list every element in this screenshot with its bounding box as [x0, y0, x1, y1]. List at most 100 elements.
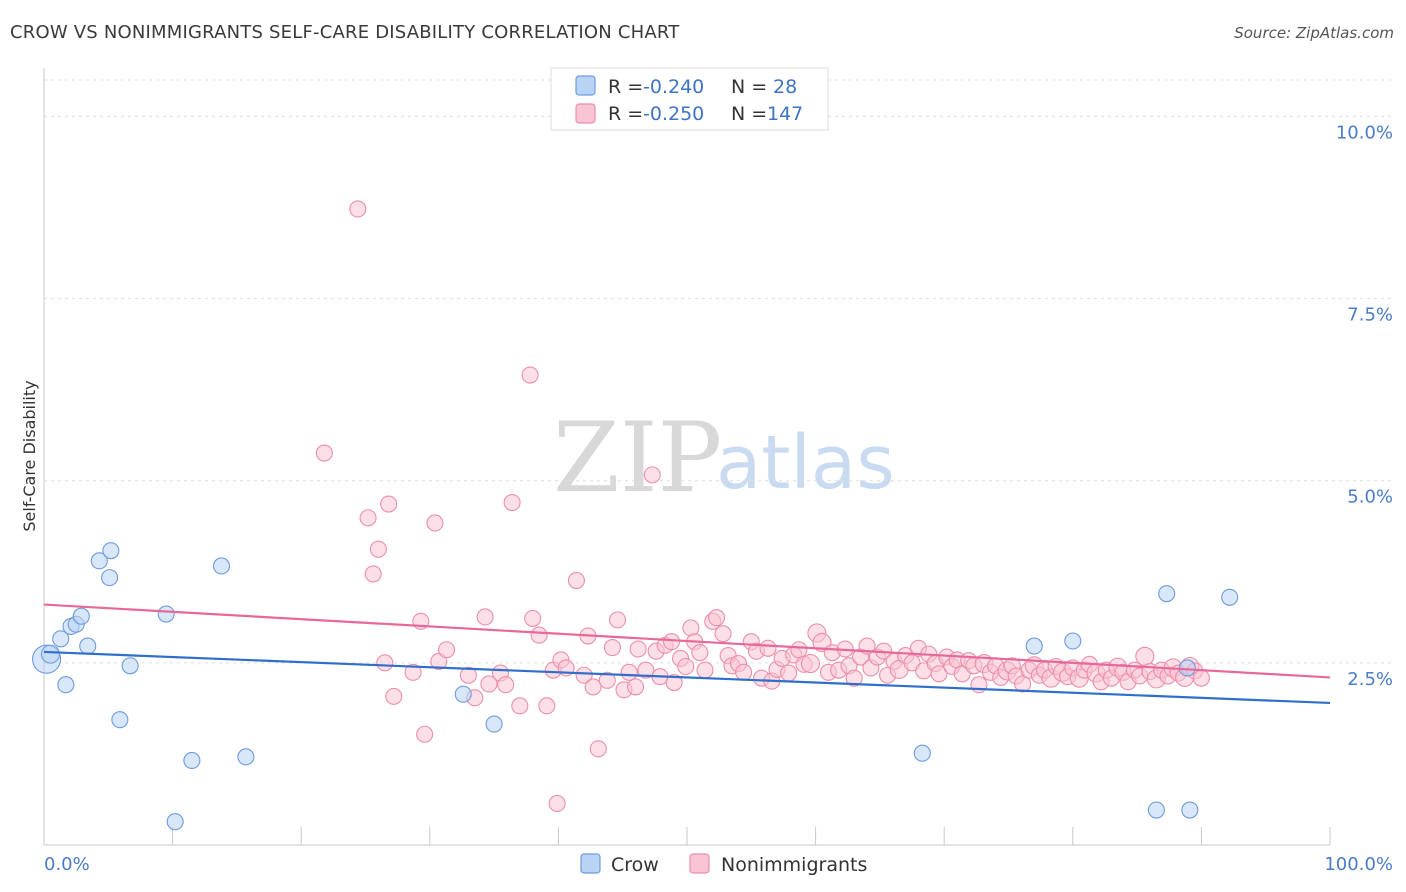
crow-point-2 [52, 630, 70, 648]
crow-point-23 [1147, 801, 1165, 819]
gridlines [44, 79, 1394, 664]
watermark-zip: ZIP [553, 402, 722, 514]
watermark-atlas: atlas [716, 420, 895, 506]
nonimmigrants-point-34 [589, 740, 607, 758]
nonimmigrants-point-17 [480, 675, 498, 693]
crow-point-7 [79, 637, 97, 655]
nonimmigrants-point-91 [903, 654, 921, 672]
nonimmigrants-point-71 [790, 641, 808, 659]
nonimmigrants-point-23 [524, 609, 542, 627]
nonimmigrants-point-42 [637, 661, 655, 679]
nonimmigrants-point-27 [548, 794, 566, 813]
crow-point-12 [121, 657, 139, 675]
y-tick-label-1: 5.0% [1347, 487, 1393, 508]
axes [43, 68, 1331, 846]
y-tick-labels: 2.5% 5.0% 7.5% 10.0% [1336, 122, 1393, 689]
nonimmigrants-point-47 [663, 633, 681, 651]
crow-point-17 [237, 748, 255, 766]
crow-point-8 [90, 552, 108, 570]
trend-lines [43, 603, 1331, 705]
bottom-legend-label-crow: Crow [611, 854, 659, 876]
legend-n-label-2: N = [731, 103, 773, 125]
nonimmigrants-trend-line [43, 603, 1331, 679]
x-tick-label-start: 0.0% [44, 854, 90, 875]
nonimmigrants-point-48 [665, 673, 683, 692]
bottom-legend-swatch-nonimmigrants [689, 853, 710, 874]
nonimmigrants-point-54 [696, 661, 714, 679]
nonimmigrants-point-3 [364, 565, 382, 583]
bottom-legend-label-nonimmigrants: Nonimmigrants [721, 854, 867, 876]
bottom-legend-swatch-crow [580, 853, 601, 874]
legend-r-value-2: -0.250 [643, 103, 704, 125]
nonimmigrants-point-21 [511, 697, 529, 715]
crow-point-15 [183, 751, 201, 770]
bottom-legend: Crow Nonimmigrants [580, 853, 867, 876]
y-tick-label-2: 7.5% [1347, 305, 1393, 326]
crow-point-22 [1064, 632, 1082, 650]
nonimmigrants-point-37 [609, 611, 627, 629]
legend-swatch-nonimmigrants [575, 103, 596, 124]
crow-point-20 [913, 744, 931, 762]
y-axis-label: Self-Care Disability [20, 380, 39, 531]
crow-point-27 [1221, 588, 1239, 606]
crow-point-26 [1181, 801, 1199, 819]
crow-trend-line [43, 650, 1331, 705]
nonimmigrants-point-10 [416, 725, 434, 743]
nonimmigrants-point-65 [759, 639, 777, 657]
nonimmigrants-point-0 [315, 444, 333, 462]
source-label: Source: ZipAtlas.com [1234, 24, 1394, 42]
nonimmigrants-point-2 [359, 509, 377, 527]
nonimmigrants-point-16 [476, 608, 494, 626]
nonimmigrants-point-36 [603, 639, 621, 657]
crow-point-18 [454, 685, 472, 703]
nonimmigrants-point-73 [800, 654, 821, 674]
nonimmigrants-point-41 [629, 640, 647, 658]
nonimmigrants-point-53 [691, 644, 709, 662]
crow-point-1 [40, 644, 60, 664]
series-nonimmigrants [315, 200, 1210, 813]
nonimmigrants-point-111 [1014, 675, 1032, 693]
legend-r-label-2: R = [608, 103, 649, 125]
nonimmigrants-point-56 [708, 609, 726, 627]
nonimmigrants-point-14 [459, 666, 477, 684]
crow-point-16 [212, 557, 231, 575]
nonimmigrants-point-30 [567, 571, 585, 590]
legend-swatch-crow [575, 75, 596, 96]
y-tick-label-0: 2.5% [1347, 669, 1393, 690]
legend-box [550, 67, 829, 131]
crow-point-14 [166, 813, 184, 831]
nonimmigrants-point-19 [497, 676, 515, 694]
legend-n-value-1: 28 [767, 76, 797, 98]
crow-point-24 [1158, 585, 1176, 603]
nonimmigrants-point-43 [643, 466, 661, 484]
nonimmigrants-point-31 [575, 666, 593, 684]
nonimmigrants-point-4 [369, 540, 387, 558]
nonimmigrants-point-13 [437, 641, 456, 659]
nonimmigrants-point-50 [677, 657, 695, 676]
nonimmigrants-point-5 [376, 654, 394, 672]
top-legend: R = -0.240 N = 28 R = -0.250 N = 147 [550, 67, 829, 131]
nonimmigrants-point-143 [1192, 669, 1210, 687]
nonimmigrants-point-39 [620, 663, 638, 681]
legend-r-value-1: -0.240 [643, 76, 704, 98]
nonimmigrants-point-6 [380, 495, 398, 513]
crow-point-3 [57, 676, 75, 694]
nonimmigrants-point-96 [930, 665, 948, 683]
crow-point-19 [485, 715, 503, 733]
nonimmigrants-point-61 [735, 663, 753, 681]
y-tick-label-3: 10.0% [1336, 122, 1393, 143]
nonimmigrants-point-25 [538, 697, 556, 715]
nonimmigrants-point-11 [426, 514, 444, 532]
nonimmigrants-point-35 [598, 671, 616, 689]
nonimmigrants-point-33 [584, 678, 602, 696]
nonimmigrants-point-8 [404, 663, 422, 681]
nonimmigrants-point-1 [349, 200, 367, 218]
nonimmigrants-point-57 [714, 625, 732, 643]
nonimmigrants-point-40 [627, 678, 645, 696]
series-crow [32, 542, 1239, 831]
chart-title: CROW VS NONIMMIGRANTS SELF-CARE DISABILI… [10, 22, 680, 43]
nonimmigrants-point-81 [845, 669, 863, 687]
nonimmigrants-point-24 [530, 626, 548, 644]
x-tick-labels: 0.0% 100.0% [44, 854, 1393, 875]
nonimmigrants-point-22 [521, 366, 539, 384]
